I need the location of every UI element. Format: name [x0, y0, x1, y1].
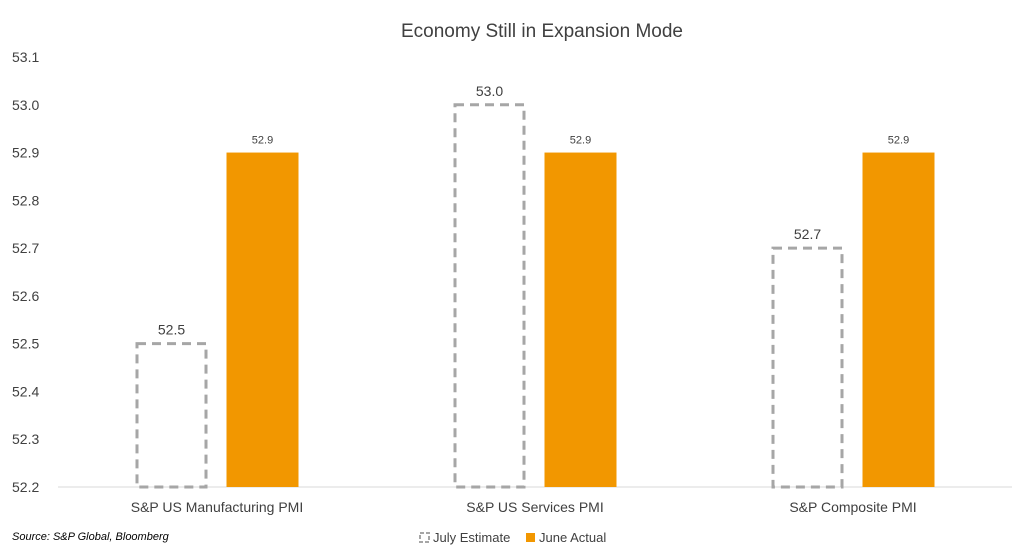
legend-label-june-actual: June Actual — [539, 530, 606, 545]
bar-july-estimate — [771, 246, 844, 489]
x-axis-categories: S&P US Manufacturing PMI S&P US Services … — [131, 499, 917, 515]
y-tick-label: 52.9 — [12, 145, 39, 161]
y-tick-label: 52.7 — [12, 240, 39, 256]
bar-june-actual — [862, 152, 935, 488]
legend-item-july-estimate: July Estimate — [419, 530, 510, 545]
bars: 52.5 52.9 53.0 52.9 52.7 52.9 — [135, 83, 935, 489]
y-tick-label: 52.8 — [12, 192, 39, 208]
source-note: Source: S&P Global, Bloomberg — [12, 531, 170, 543]
data-label-june-actual: 52.9 — [252, 135, 273, 147]
bar-june-actual — [544, 152, 617, 488]
data-label-june-actual: 52.9 — [888, 135, 909, 147]
x-category-label: S&P US Services PMI — [466, 499, 603, 515]
x-category-label: S&P US Manufacturing PMI — [131, 499, 303, 515]
y-tick-label: 53.1 — [12, 49, 39, 65]
legend-swatch-july-estimate — [419, 532, 430, 543]
data-label-july-estimate: 52.5 — [158, 322, 185, 338]
bar-july-estimate — [453, 103, 526, 489]
y-axis: 52.2 52.3 52.4 52.5 52.6 52.7 52.8 52.9 53.0 53.1 — [12, 49, 39, 495]
data-label-july-estimate: 52.7 — [794, 226, 821, 242]
y-tick-label: 52.6 — [12, 288, 39, 304]
legend-swatch-june-actual — [526, 533, 535, 542]
bar-june-actual — [226, 152, 299, 488]
bar-july-estimate — [135, 342, 208, 489]
y-tick-label: 52.2 — [12, 479, 39, 495]
y-tick-label: 52.4 — [12, 383, 39, 399]
x-category-label: S&P Composite PMI — [789, 499, 916, 515]
y-tick-label: 52.5 — [12, 336, 39, 352]
data-label-july-estimate: 53.0 — [476, 83, 503, 99]
legend-item-june-actual: June Actual — [526, 530, 606, 545]
chart-title: Economy Still in Expansion Mode — [401, 21, 683, 42]
legend: July Estimate June Actual — [419, 530, 606, 545]
data-label-june-actual: 52.9 — [570, 135, 591, 147]
y-tick-label: 53.0 — [12, 97, 39, 113]
y-tick-label: 52.3 — [12, 431, 39, 447]
legend-label-july-estimate: July Estimate — [433, 530, 510, 545]
